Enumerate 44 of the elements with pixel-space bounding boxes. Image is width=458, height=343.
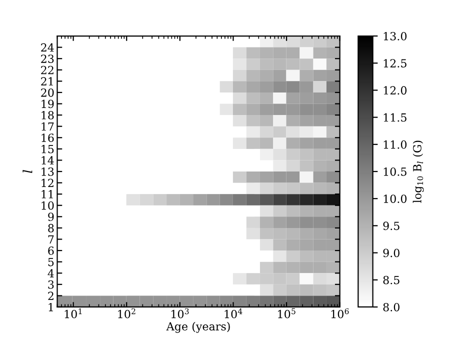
y-tick-label: 15 [42,144,54,154]
color-bar-label: 11.0 [384,140,407,149]
y-tick-label: 16 [42,134,54,142]
y-tick-label: 12 [42,178,54,188]
y-tick-label: 22 [41,66,54,74]
color-bar-label: 12.5 [384,59,406,68]
color-bar-label: 9.0 [383,248,400,258]
y-tick-label: 19 [42,100,54,108]
y-tick-label: 11 [42,190,53,198]
x-tick-label: 10$^{2}$ [118,308,136,318]
x-tick-label: 10$^{1}$ [64,308,82,318]
color-bar-label: 12.0 [384,86,407,95]
y-tick-label: 9 [48,212,54,222]
color-bar-title: log$_{10}$ B$_{l}$ (G) [412,140,424,203]
y-tick-label: 8 [48,224,54,232]
y-tick-label: 7 [48,235,54,244]
y-tick-label: 13 [42,167,54,176]
y-tick-label: 20 [41,88,54,97]
x-tick-label: 10$^{3}$ [171,308,189,318]
y-tick-label: 14 [42,156,54,164]
color-bar-label: 13.0 [384,32,407,40]
y-tick-label: 23 [41,54,54,63]
y-tick-label: 18 [42,111,54,120]
color-bar-label: 8.5 [383,276,400,284]
y-tick-label: 17 [42,122,54,131]
color-bar-label: 10.5 [384,167,406,176]
x-tick-label: 10$^{5}$ [278,308,296,318]
y-tick-label: 5 [48,258,54,266]
y-tick-label: 2 [48,292,54,300]
y-tick-label: 10 [42,201,54,210]
y-tick-label: 24 [41,43,54,52]
y-axis-title: l [22,170,32,173]
y-tick-label: 3 [48,280,54,289]
color-bar-label: 11.5 [384,113,406,122]
y-tick-label: 6 [48,246,54,255]
color-bar-label: 10.0 [384,194,407,203]
y-tick-label: 1 [48,302,53,312]
color-bar-label: 8.0 [383,302,400,312]
color-bar-label: 9.5 [383,222,400,230]
y-tick-label: 21 [41,77,53,86]
y-tick-label: 4 [48,269,54,278]
x-axis-title: Age (years) [166,322,230,333]
x-tick-label: 10$^{6}$ [331,308,349,318]
x-tick-label: 10$^{4}$ [224,308,242,318]
